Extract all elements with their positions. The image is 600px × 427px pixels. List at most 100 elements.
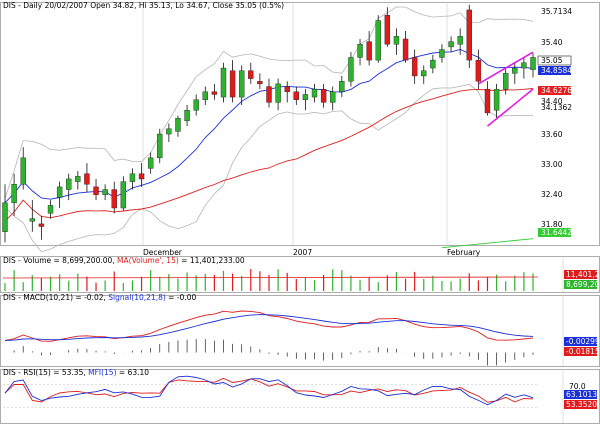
signal-right-label: -0.018153 — [566, 347, 600, 356]
signal-box — [564, 347, 597, 356]
candle-body — [530, 57, 536, 70]
moving-average-long-line — [4, 88, 534, 222]
candle-body — [111, 189, 117, 209]
candle-body — [466, 9, 472, 61]
volume-ma-box — [564, 270, 597, 279]
candle-body — [448, 41, 454, 48]
candle-body — [138, 173, 145, 180]
candle-body — [275, 83, 281, 103]
candle-body — [512, 67, 518, 74]
price-tick-label: 33.60 — [541, 130, 563, 139]
price-tick-label: 32.40 — [541, 190, 563, 199]
candle-body — [120, 181, 127, 209]
volume-header: DIS - Volume = 8,699,200.00, MA(Volume',… — [3, 256, 245, 265]
macd-box — [564, 337, 597, 346]
rsi-box — [564, 400, 597, 409]
macd-label: DIS - MACD(10,21) — [3, 293, 73, 302]
candle-body — [311, 88, 318, 98]
candle-body — [302, 94, 309, 100]
candle-body — [2, 202, 8, 232]
candle-body — [357, 44, 363, 58]
price-tick-label: 31.80 — [541, 220, 563, 229]
month-label-december: December — [143, 248, 183, 257]
price-tick-label: 33.00 — [541, 160, 563, 169]
candle-body — [339, 81, 345, 93]
last-price-box — [537, 55, 572, 66]
month-label-february: February — [447, 248, 481, 257]
volume-ma-value: = 11,401,233.00 — [179, 256, 245, 265]
candle-body — [430, 59, 436, 69]
candle-body — [47, 205, 54, 214]
bollinger-upper-label: 35.7134 — [541, 7, 572, 16]
candle-body — [521, 62, 527, 69]
candle-body — [11, 184, 17, 203]
candle-body — [402, 38, 409, 61]
green-line-label: 31.6442 — [541, 228, 572, 237]
signal-line — [4, 314, 534, 341]
green-indicator-line — [441, 238, 534, 249]
candle-body — [330, 91, 336, 103]
volume-label: DIS - Volume — [3, 256, 52, 265]
candle-body — [56, 186, 63, 198]
macd-panel — [4, 310, 534, 366]
candle-body — [29, 218, 36, 222]
volume-value: = 8,699,200.00, — [51, 256, 117, 265]
panel-frame — [0, 2, 600, 246]
macd-header: DIS - MACD(10,21) = -0.02, Signal(10,21,… — [3, 293, 196, 302]
candle-body — [284, 86, 290, 93]
panel-frame — [0, 369, 600, 424]
macd-line — [4, 310, 534, 342]
bollinger-lower-line — [4, 83, 534, 253]
macd-value: = -0.02, — [73, 293, 108, 302]
mfi-value: = 63.10 — [117, 368, 150, 377]
mfi-box — [564, 390, 597, 399]
green-line-box — [538, 228, 571, 237]
candle-body — [384, 15, 391, 45]
bollinger-mid-label: 34.8584 — [541, 66, 572, 75]
price-tick-label: 34.40 — [541, 97, 563, 106]
price-right-labels: 35.7134 35.40 35.05 34.8584 34.6276 34.4… — [537, 7, 572, 237]
price-header: DIS - Daily 20/02/2007 Open 34.82, Hi 35… — [3, 1, 284, 10]
panel-frame — [0, 295, 600, 367]
volume-ma-label: MA(Volume', 15) — [117, 256, 179, 265]
candle-body — [493, 88, 500, 111]
candle-body — [366, 41, 372, 61]
candle-body — [75, 176, 81, 182]
candle-body — [484, 88, 491, 114]
volume-last-box — [564, 280, 597, 289]
candle-body — [175, 118, 181, 132]
last-price-label: 35.05 — [541, 56, 563, 65]
ma-price-box — [538, 86, 571, 95]
rsi-value: = 53.35, — [51, 368, 88, 377]
candle-body — [157, 133, 163, 159]
volume-last-right-label: 8,699,200 — [566, 280, 600, 289]
candle-body — [257, 81, 263, 85]
candle-body — [220, 67, 227, 98]
mfi-label: MFI(15) — [88, 368, 116, 377]
rsi-label: DIS - RSI(15) — [3, 368, 51, 377]
candle-body — [38, 223, 45, 227]
candle-body — [502, 73, 509, 90]
candle-body — [320, 88, 327, 103]
candle-body — [211, 91, 218, 95]
rsi-right-label: 53.3520 — [566, 400, 597, 409]
price-tick-label: 35.40 — [541, 38, 563, 47]
volume-panel — [2, 269, 539, 291]
trend-channel-upper — [477, 51, 534, 85]
candle-body — [348, 57, 354, 82]
mfi-line — [4, 375, 534, 406]
candle-body — [193, 99, 199, 111]
rsi-line — [4, 377, 534, 403]
price-panel — [2, 4, 536, 253]
candle-body — [102, 189, 108, 196]
candle-body — [248, 70, 254, 79]
candle-body — [20, 157, 26, 185]
candle-body — [421, 70, 427, 77]
candle-body — [375, 20, 381, 61]
signal-value: = -0.00 — [166, 293, 197, 302]
candle-body — [475, 59, 482, 82]
candle-body — [411, 57, 418, 77]
candle-body — [93, 186, 99, 196]
candle-body — [293, 91, 300, 100]
